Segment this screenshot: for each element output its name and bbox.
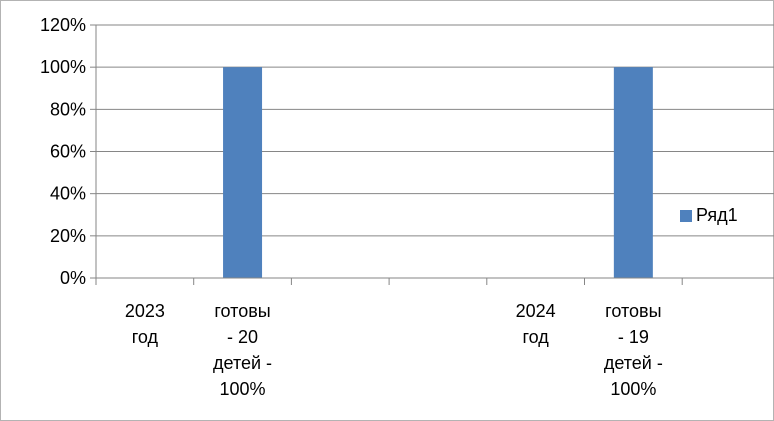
x-tick-label-line: 100% xyxy=(610,379,657,399)
x-tick-label-line: 2024 xyxy=(515,301,556,321)
x-tick-label-line: - 20 xyxy=(227,327,259,347)
x-tick-label: 2024 год xyxy=(488,298,584,350)
x-tick-label: готовы - 19 детей - 100% xyxy=(585,298,681,402)
x-tick-label-line: 2023 xyxy=(124,301,165,321)
y-tick-label: 60% xyxy=(50,142,86,162)
legend-label: Ряд1 xyxy=(696,205,738,225)
x-tick-label: 2023 год xyxy=(97,298,193,350)
y-tick-label: 20% xyxy=(50,226,86,246)
x-tick-label-line: детей - xyxy=(213,353,273,373)
x-tick-label-line: год xyxy=(522,327,549,347)
y-tick-label: 0% xyxy=(60,268,86,288)
y-tick-labels: 0% 20% 40% 60% 80% 100% 120% xyxy=(40,15,86,288)
bars xyxy=(223,67,653,279)
y-tick-label: 40% xyxy=(50,184,86,204)
bar xyxy=(613,67,653,279)
y-tick-label: 80% xyxy=(50,99,86,119)
y-tick-label: 100% xyxy=(40,57,86,77)
legend: Ряд1 xyxy=(680,205,738,226)
x-tick-label-line: - 19 xyxy=(617,327,649,347)
axes xyxy=(90,24,774,285)
x-tick-label: готовы - 20 детей - 100% xyxy=(195,298,291,402)
x-tick-label-line: готовы xyxy=(605,301,662,321)
bar xyxy=(223,67,263,279)
x-tick-label-line: 100% xyxy=(219,379,266,399)
y-tick-label: 120% xyxy=(40,15,86,35)
legend-swatch xyxy=(680,209,692,222)
x-tick-label-line: год xyxy=(131,327,158,347)
x-tick-label-line: готовы xyxy=(214,301,271,321)
x-tick-label-line: детей - xyxy=(603,353,663,373)
grid-lines xyxy=(96,24,774,237)
